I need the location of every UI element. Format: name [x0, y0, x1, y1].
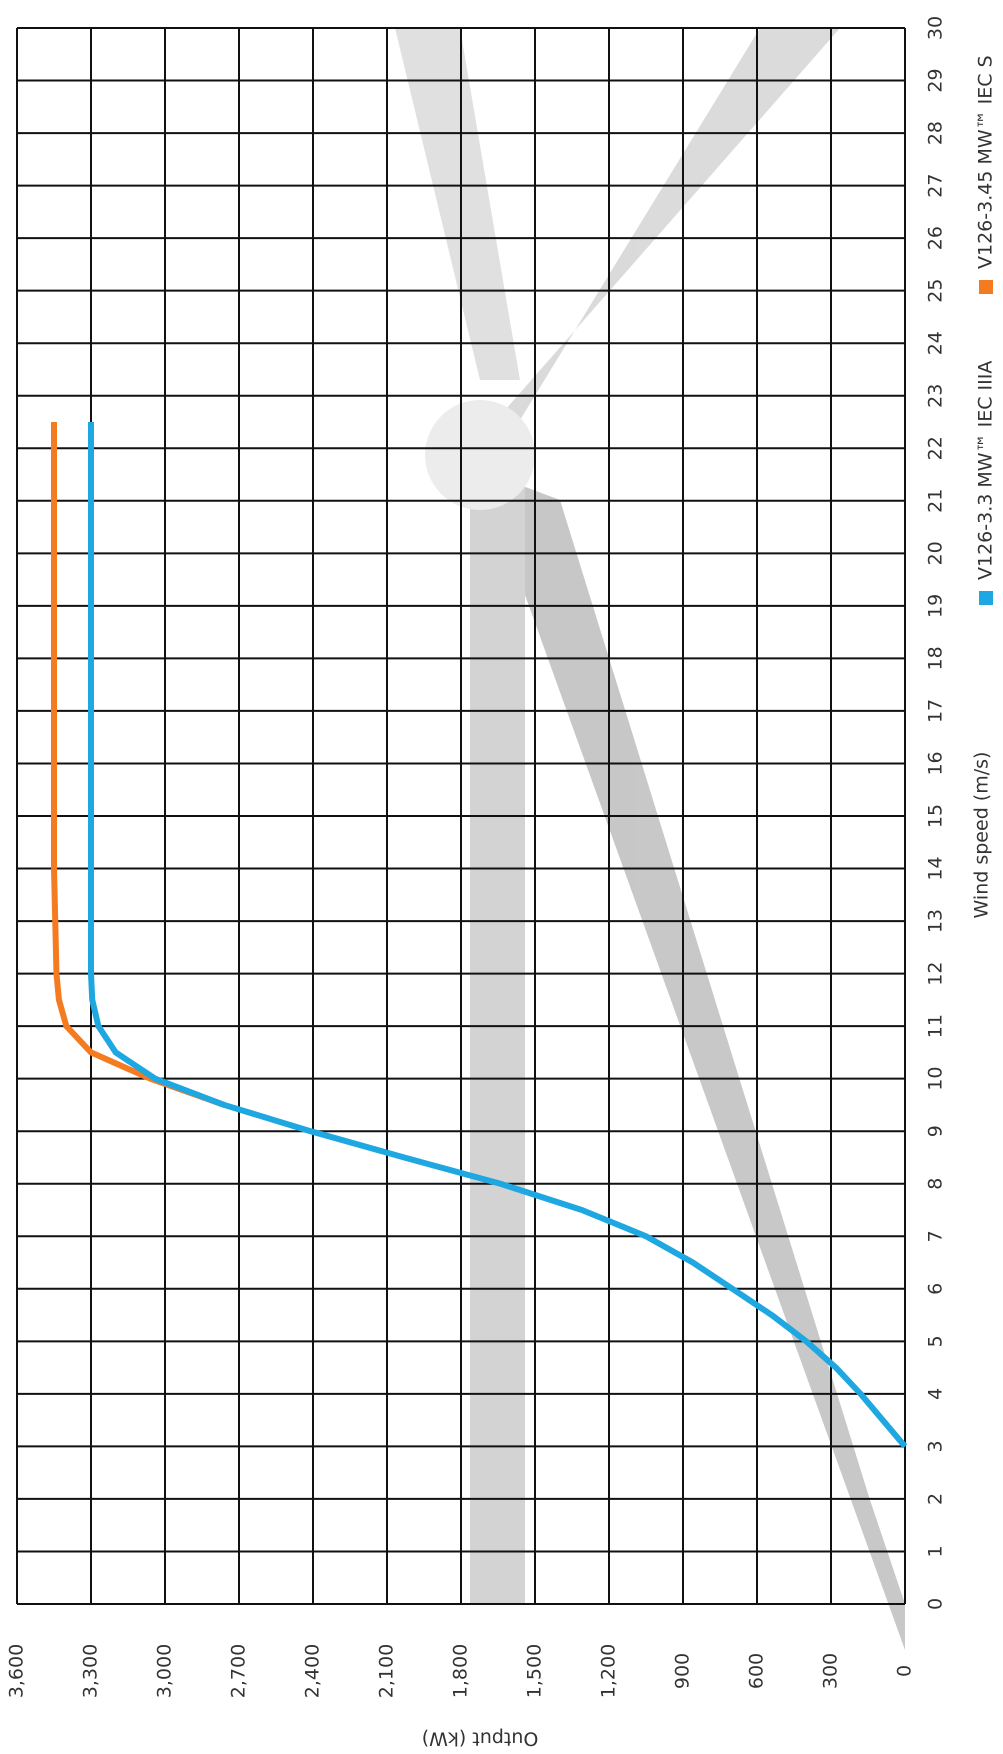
y-tick-label: 3,000: [154, 1644, 176, 1698]
legend-label: V126-3.3 MW™ IEC IIIA: [975, 361, 997, 580]
x-tick-label: 20: [925, 541, 947, 565]
x-tick-label: 23: [925, 384, 947, 408]
y-tick-label: 300: [820, 1653, 842, 1689]
page: 0123456789101112131415161718192021222324…: [0, 0, 1003, 1754]
x-axis-label: Wind speed (m/s): [971, 752, 993, 919]
x-tick-label: 29: [925, 68, 947, 92]
x-tick-label: 19: [925, 594, 947, 618]
x-tick-label: 0: [925, 1598, 947, 1610]
x-tick-label: 16: [925, 751, 947, 775]
x-tick-label: 4: [925, 1388, 947, 1400]
blade: [480, 470, 905, 1650]
x-tick-label: 11: [925, 1014, 947, 1038]
x-tick-label: 26: [925, 226, 947, 250]
x-tick-label: 5: [925, 1335, 947, 1347]
y-tick-label: 1,200: [598, 1644, 620, 1698]
x-tick-label: 24: [925, 331, 947, 355]
x-tick-label: 6: [925, 1283, 947, 1295]
x-tick-label: 2: [925, 1493, 947, 1505]
x-tick-label: 10: [925, 1067, 947, 1091]
x-tick-label: 27: [925, 174, 947, 198]
legend-swatch: [979, 280, 993, 294]
x-tick-label: 28: [925, 121, 947, 145]
y-tick-label: 1,500: [524, 1644, 546, 1698]
x-tick-label: 12: [925, 962, 947, 986]
chart: 0123456789101112131415161718192021222324…: [0, 0, 1003, 1754]
x-tick-label: 14: [925, 856, 947, 880]
x-tick-label: 8: [925, 1178, 947, 1190]
tower: [470, 460, 525, 1604]
x-tick-label: 22: [925, 436, 947, 460]
x-tick-label: 17: [925, 699, 947, 723]
y-tick-label: 2,400: [302, 1644, 324, 1698]
y-tick-label: 3,300: [80, 1644, 102, 1698]
hub: [425, 400, 535, 510]
y-tick-label: 600: [746, 1653, 768, 1689]
legend-swatch: [979, 591, 993, 605]
x-tick-label: 30: [925, 16, 947, 40]
background-turbine: [395, 28, 905, 1650]
x-tick-label: 9: [925, 1125, 947, 1137]
y-tick-label: 2,100: [376, 1644, 398, 1698]
y-tick-label: 900: [672, 1653, 694, 1689]
x-tick-label: 1: [925, 1545, 947, 1557]
y-tick-label: 2,700: [228, 1644, 250, 1698]
x-tick-label: 18: [925, 646, 947, 670]
x-tick-label: 15: [925, 804, 947, 828]
x-tick-label: 7: [925, 1230, 947, 1242]
legend-label: V126-3.45 MW™ IEC S: [975, 55, 997, 269]
y-tick-label: 0: [894, 1665, 916, 1677]
x-tick-label: 13: [925, 909, 947, 933]
y-axis-label: Output (kW): [422, 1728, 539, 1750]
x-tick-label: 25: [925, 279, 947, 303]
x-tick-label: 21: [925, 489, 947, 513]
x-tick-label: 3: [925, 1440, 947, 1452]
y-tick-label: 3,600: [6, 1644, 28, 1698]
y-tick-label: 1,800: [450, 1644, 472, 1698]
